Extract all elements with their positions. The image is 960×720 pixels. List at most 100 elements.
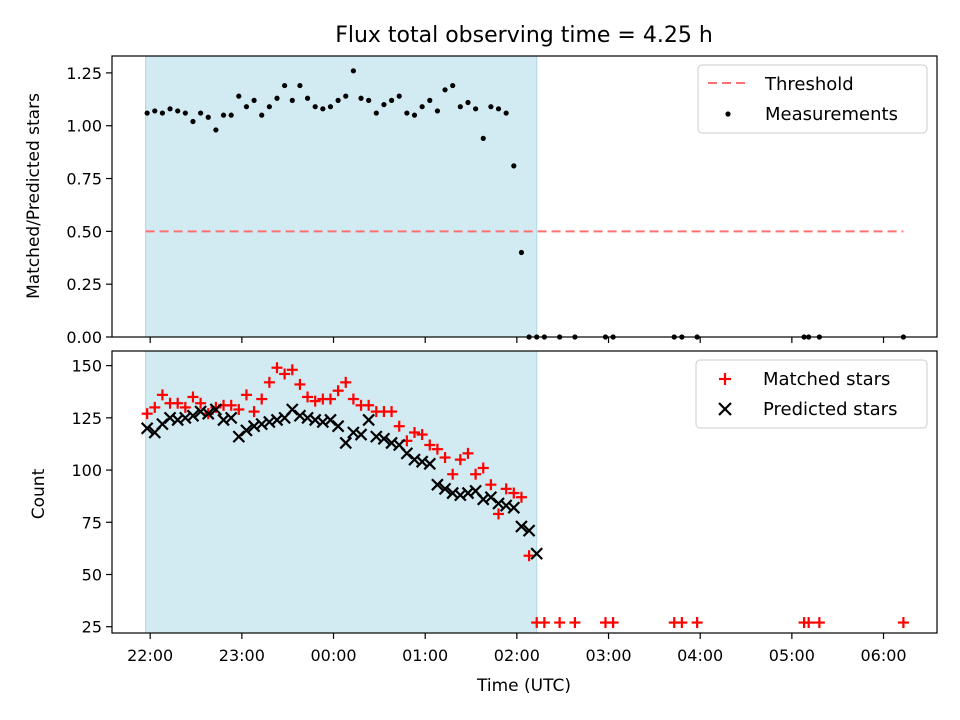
measurement-point xyxy=(243,104,250,110)
predicted-star-marker xyxy=(438,482,452,496)
matched-star-marker xyxy=(233,403,245,415)
matched-star-marker xyxy=(554,617,566,629)
matched-star-marker xyxy=(149,401,161,413)
matched-star-markers xyxy=(141,362,909,629)
measurement-point xyxy=(427,97,433,103)
predicted-star-marker xyxy=(179,411,192,425)
matched-star-marker xyxy=(393,420,405,432)
measurement-point xyxy=(159,110,166,116)
measurement-point xyxy=(358,95,364,101)
measurement-point xyxy=(419,104,425,110)
y-tick-label: 50 xyxy=(82,566,102,585)
measurement-point xyxy=(511,163,517,169)
matched-star-marker xyxy=(324,393,336,405)
matched-star-marker xyxy=(240,389,252,401)
matched-star-marker xyxy=(294,378,306,390)
matched-star-marker xyxy=(493,508,505,520)
predicted-star-marker xyxy=(316,415,330,429)
measurement-point xyxy=(465,99,471,106)
measurement-point xyxy=(343,93,349,99)
legend-measurements-label: Measurements xyxy=(765,104,898,125)
legend-predicted-label: Predicted stars xyxy=(763,399,897,420)
legend-matched-swatch xyxy=(719,373,731,385)
bottom-panel: 25 50 75 100 125 150 22:00 23:00 00:00 01:00 02:0… xyxy=(29,350,938,696)
measurement-point xyxy=(350,68,356,74)
bottom-legend-box xyxy=(695,359,928,429)
predicted-star-marker xyxy=(454,488,467,502)
x-tick-label: 22:00 xyxy=(127,646,173,665)
measurement-point xyxy=(251,97,257,103)
bottom-x-ticks: 22:00 23:00 00:00 01:00 02:00 03:00 04:00 05:00… xyxy=(127,633,907,665)
bottom-axes-frame xyxy=(111,350,938,634)
matched-star-marker xyxy=(172,397,184,409)
measurement-point xyxy=(320,106,326,112)
measurement-point xyxy=(144,110,150,116)
predicted-star-marker xyxy=(270,413,284,427)
y-tick-label: 0.00 xyxy=(66,328,102,347)
measurement-point xyxy=(190,118,196,125)
matched-star-marker xyxy=(447,468,459,480)
matched-star-marker xyxy=(363,399,375,411)
matched-star-marker xyxy=(691,617,703,629)
predicted-star-marker xyxy=(431,478,444,491)
predicted-star-marker xyxy=(415,455,429,468)
measurement-point xyxy=(518,249,525,256)
x-tick-label: 04:00 xyxy=(677,646,723,665)
matched-star-marker xyxy=(210,401,222,413)
matched-star-marker xyxy=(462,447,474,459)
matched-star-marker xyxy=(477,462,489,474)
predicted-star-marker xyxy=(461,486,475,500)
legend-threshold-label: Threshold xyxy=(764,74,854,95)
matched-star-marker xyxy=(454,454,466,466)
matched-star-marker xyxy=(286,364,298,376)
predicted-star-marker xyxy=(492,497,505,510)
measurement-point xyxy=(205,114,211,120)
matched-star-marker xyxy=(187,391,199,403)
predicted-star-marker xyxy=(515,520,528,533)
predicted-star-marker xyxy=(499,499,513,512)
bottom-y-ticks: 25 50 75 100 125 150 xyxy=(71,357,112,637)
measurement-point xyxy=(213,127,219,133)
matched-star-marker xyxy=(416,429,428,441)
measurement-point xyxy=(236,93,242,99)
bottom-shaded-region xyxy=(145,350,538,634)
y-tick-label: 150 xyxy=(71,357,102,376)
measurement-point xyxy=(259,112,265,118)
measurement-point xyxy=(388,97,395,103)
measurement-point xyxy=(411,112,418,118)
y-tick-label: 25 xyxy=(82,618,102,637)
matched-star-marker xyxy=(332,385,344,397)
predicted-star-marker xyxy=(194,405,207,418)
predicted-star-marker xyxy=(331,419,345,433)
matched-star-marker xyxy=(347,393,359,405)
predicted-star-marker xyxy=(522,524,536,537)
predicted-star-marker xyxy=(385,436,398,450)
predicted-star-marker xyxy=(370,430,383,443)
x-tick-label: 00:00 xyxy=(310,646,356,665)
matched-star-marker xyxy=(485,479,497,491)
predicted-star-marker xyxy=(255,417,269,431)
measurement-point xyxy=(434,108,441,114)
predicted-star-marker xyxy=(339,436,353,450)
matched-star-marker xyxy=(500,483,512,495)
predicted-star-marker xyxy=(209,403,223,416)
matched-star-marker xyxy=(248,406,260,418)
predicted-star-marker xyxy=(354,428,368,441)
measurement-point xyxy=(198,110,204,116)
matched-star-marker xyxy=(897,617,909,629)
predicted-star-marker xyxy=(186,409,200,423)
top-x-ticks xyxy=(149,337,885,343)
matched-star-marker xyxy=(225,399,237,411)
y-tick-label: 0.75 xyxy=(66,170,102,189)
matched-star-marker xyxy=(195,397,207,409)
measurement-point xyxy=(450,82,456,89)
measurement-point xyxy=(480,135,486,141)
matched-star-marker xyxy=(156,389,168,401)
matched-star-marker xyxy=(340,376,352,388)
predicted-star-marker xyxy=(201,407,215,420)
measurement-point xyxy=(404,110,410,116)
predicted-star-marker xyxy=(247,419,261,433)
matched-star-marker xyxy=(538,617,550,629)
measurement-point xyxy=(312,104,318,110)
predicted-star-marker xyxy=(308,413,322,427)
